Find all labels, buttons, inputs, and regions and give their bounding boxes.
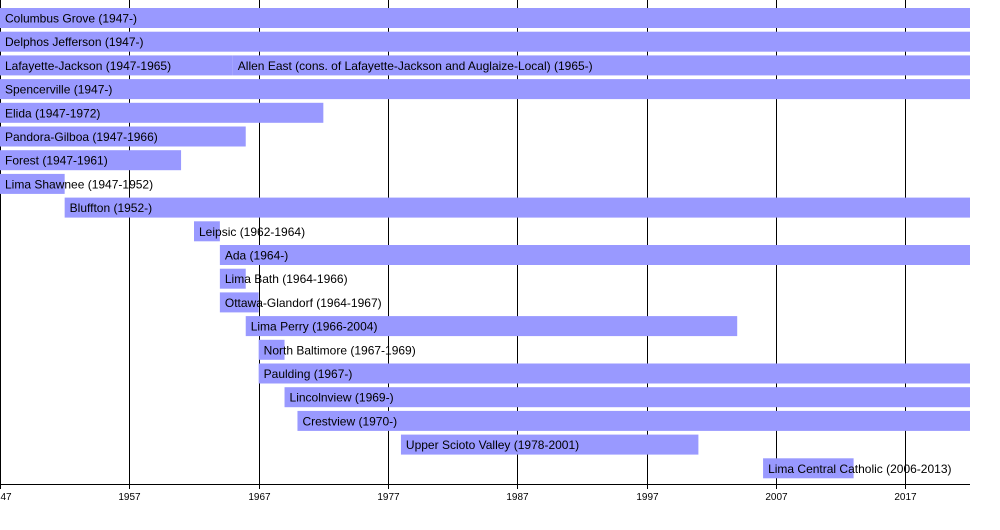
bar-label: Bluffton (1952-) [70, 201, 152, 215]
x-tick-label: 1997 [636, 492, 659, 503]
bar-label: Leipsic (1962-1964) [199, 225, 305, 239]
x-tick-label: 1967 [248, 492, 271, 503]
bar-label: Columbus Grove (1947-) [5, 12, 137, 26]
bar [0, 102, 324, 123]
bar-label: Elida (1947-1972) [5, 106, 100, 120]
bar [284, 387, 970, 408]
bar-label: Ottawa-Glandorf (1964-1967) [225, 296, 382, 310]
bar [219, 268, 246, 289]
bar-label: Upper Scioto Valley (1978-2001) [406, 438, 579, 452]
bar [0, 55, 233, 76]
bar [0, 79, 970, 100]
bar-label: Delphos Jefferson (1947-) [5, 35, 144, 49]
bar [400, 434, 699, 455]
x-axis: 1947 1957 1967 1977 1987 1997 2007 2017 [0, 484, 970, 503]
bar-label: North Baltimore (1967-1969) [264, 343, 416, 357]
bar [0, 150, 182, 171]
bar [0, 8, 970, 28]
bar [0, 126, 246, 147]
bar [194, 221, 220, 242]
bar [258, 339, 285, 360]
bar [0, 173, 65, 194]
x-tick-label: 1957 [118, 492, 141, 503]
bar [258, 363, 971, 384]
x-tick-label: 1977 [377, 492, 400, 503]
bar-label: Lafayette-Jackson (1947-1965) [5, 59, 171, 73]
bar [219, 292, 259, 313]
x-tick-label: 2007 [765, 492, 788, 503]
bar-label: Lincolnview (1969-) [290, 391, 394, 405]
bars [0, 8, 971, 479]
bar [297, 410, 970, 431]
bar [64, 197, 970, 218]
bar-label: Ada (1964-) [225, 249, 288, 263]
bar-label: Lima Perry (1966-2004) [251, 320, 378, 334]
bar [219, 245, 970, 265]
bar-label: Spencerville (1947-) [5, 83, 112, 97]
bar-label: Pandora-Gilboa (1947-1966) [5, 130, 158, 144]
bar-label: Paulding (1967-) [264, 367, 353, 381]
bar-labels: Columbus Grove (1947-) Delphos Jefferson … [5, 12, 952, 476]
x-tick-label: 2017 [894, 492, 917, 503]
bar [0, 31, 970, 52]
bar-label: Lima Shawnee (1947-1952) [5, 177, 153, 191]
bar-label: Lima Bath (1964-1966) [225, 272, 348, 286]
x-tick-label: 1947 [0, 492, 12, 503]
x-tick-label: 1987 [506, 492, 529, 503]
bar-extra [232, 55, 971, 76]
bar [245, 316, 738, 337]
bar-label: Forest (1947-1961) [5, 154, 108, 168]
bar-label-extra: Allen East (cons. of Lafayette-Jackson a… [238, 59, 593, 73]
bar [763, 458, 854, 479]
bar-label: Crestview (1970-) [302, 414, 397, 428]
bar-label: Lima Central Catholic (2006-2013) [768, 462, 951, 476]
